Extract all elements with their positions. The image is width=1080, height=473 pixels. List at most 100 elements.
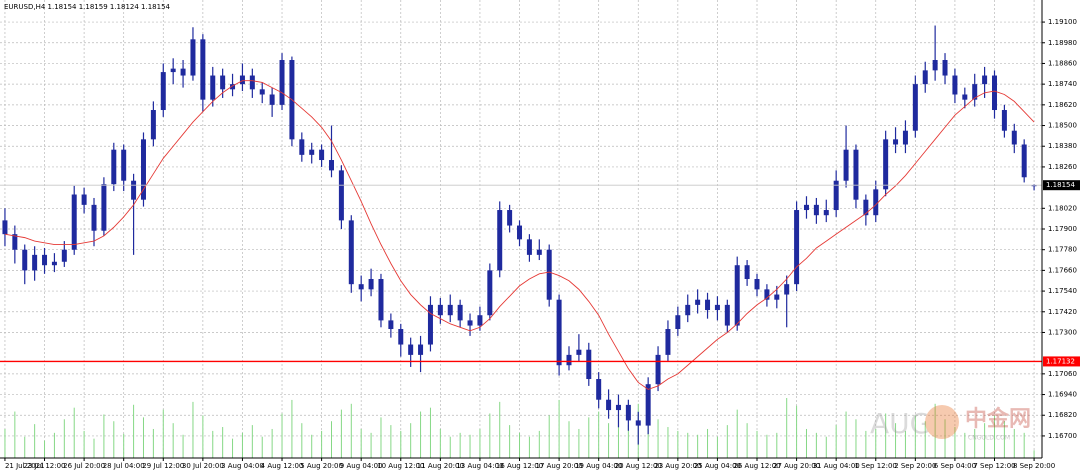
candle-body xyxy=(259,89,265,95)
candle-body xyxy=(992,75,998,111)
y-tick-label: 1.17780 xyxy=(1048,246,1077,254)
volume-bar xyxy=(241,432,243,458)
volume-bar xyxy=(895,423,897,458)
candle-body xyxy=(625,404,631,421)
candle-body xyxy=(1011,130,1017,145)
volume-bar xyxy=(212,430,214,458)
candle-body xyxy=(863,199,869,216)
candle-body xyxy=(81,194,87,205)
volume-bar xyxy=(994,415,996,458)
candle-body xyxy=(22,249,28,271)
candle-body xyxy=(477,315,483,326)
candle-body xyxy=(873,189,879,216)
x-tick-label: 26 Jul 20:00 xyxy=(63,462,105,470)
candle-body xyxy=(833,180,839,211)
candle-body xyxy=(1021,144,1027,178)
candle-body xyxy=(546,249,552,300)
candle-body xyxy=(883,139,889,190)
candle-body xyxy=(675,315,681,330)
x-tick-label: 16 Aug 12:00 xyxy=(496,462,543,470)
volume-bar xyxy=(222,427,224,458)
volume-bar xyxy=(657,419,659,458)
volume-bar xyxy=(73,407,75,458)
candle-body xyxy=(230,84,236,90)
volume-bar xyxy=(291,399,293,458)
volume-bar xyxy=(429,407,431,458)
level-label-bg xyxy=(1043,356,1080,367)
candle-body xyxy=(517,225,523,240)
volume-bar xyxy=(538,430,540,458)
volume-bar xyxy=(746,423,748,458)
volume-bar xyxy=(232,438,234,458)
volume-bar xyxy=(558,399,560,458)
candle-body xyxy=(190,39,196,76)
candle-body xyxy=(91,204,97,231)
volume-bar xyxy=(756,430,758,458)
candle-body xyxy=(437,304,443,316)
watermark-text: AUG xyxy=(870,407,931,440)
x-tick-label: 30 Jul 20:00 xyxy=(182,462,224,470)
volume-bar xyxy=(519,432,521,458)
candle-body xyxy=(794,210,800,285)
volume-bar xyxy=(786,398,788,458)
candle-body xyxy=(121,149,127,181)
candle-body xyxy=(368,279,374,290)
candle-body xyxy=(952,75,958,95)
candle-body xyxy=(606,399,612,411)
volume-bar xyxy=(726,425,728,458)
candle-body xyxy=(586,349,592,380)
candle-body xyxy=(813,204,819,216)
volume-bar xyxy=(944,419,946,458)
volume-bar xyxy=(1023,432,1025,458)
volume-bar xyxy=(281,413,283,458)
candle-body xyxy=(378,279,384,321)
x-tick-label: 6 Sep 04:00 xyxy=(934,462,976,470)
candle-body xyxy=(299,139,305,155)
current-price-bg xyxy=(1043,180,1080,191)
volume-bar xyxy=(410,423,412,458)
candle-body xyxy=(388,320,394,330)
candle-body xyxy=(922,70,928,85)
volume-bar xyxy=(578,428,580,458)
y-tick-label: 1.17420 xyxy=(1048,308,1077,316)
x-tick-label: 10 Aug 12:00 xyxy=(377,462,424,470)
volume-bar xyxy=(192,401,194,458)
volume-bar xyxy=(182,434,184,458)
candle-body xyxy=(131,180,137,200)
volume-bar xyxy=(172,423,174,458)
volume-bar xyxy=(103,414,105,458)
y-tick-label: 1.19100 xyxy=(1048,18,1077,26)
volume-bar xyxy=(133,404,135,458)
y-tick-label: 1.18980 xyxy=(1048,39,1077,47)
volume-bar xyxy=(875,428,877,458)
volume-bar xyxy=(489,413,491,458)
volume-bar xyxy=(311,434,313,458)
volume-bar xyxy=(805,428,807,458)
volume-bar xyxy=(707,428,709,458)
volume-bar xyxy=(825,436,827,458)
y-tick-label: 1.18740 xyxy=(1048,80,1077,88)
volume-bar xyxy=(617,419,619,458)
volume-bar xyxy=(420,411,422,458)
candle-body xyxy=(784,284,790,295)
x-tick-label: 19 Aug 04:00 xyxy=(575,462,622,470)
candle-body xyxy=(497,210,503,271)
x-tick-label: 7 Sep 12:00 xyxy=(973,462,1015,470)
watermark: AUG 中金网 CNGOLD.COM xyxy=(870,405,1031,442)
x-tick-label: 17 Aug 20:00 xyxy=(535,462,582,470)
volume-bar xyxy=(301,423,303,458)
candle-body xyxy=(51,261,57,266)
grid xyxy=(0,0,1042,458)
y-tick-label: 1.18380 xyxy=(1048,142,1077,150)
y-tick-label: 1.17660 xyxy=(1048,266,1077,274)
x-tick-label: 20 Aug 12:00 xyxy=(615,462,662,470)
volume-bar xyxy=(528,436,530,458)
candle-body xyxy=(398,329,404,345)
x-tick-label: 5 Aug 20:00 xyxy=(300,462,343,470)
candle-body xyxy=(853,149,859,200)
candle-body xyxy=(912,84,918,131)
volume-bar xyxy=(400,430,402,458)
candle-body xyxy=(803,204,809,211)
candle-body xyxy=(764,289,770,300)
y-tick-label: 1.18020 xyxy=(1048,204,1077,212)
